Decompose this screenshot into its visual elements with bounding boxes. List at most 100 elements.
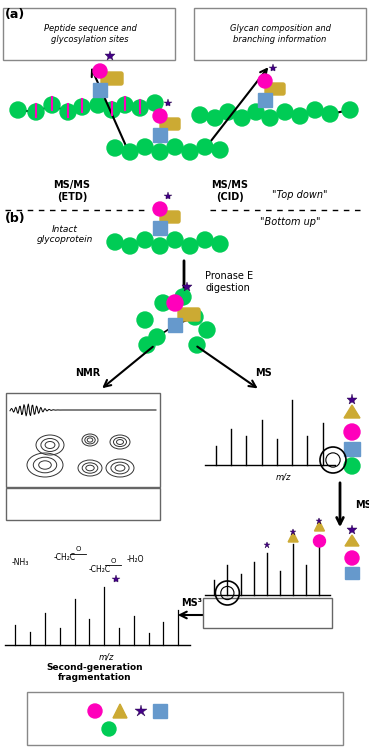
Circle shape: [104, 102, 120, 118]
Bar: [153, 704, 167, 718]
Text: -H₂O: -H₂O: [126, 555, 144, 564]
Circle shape: [199, 322, 215, 338]
Circle shape: [147, 95, 163, 111]
Circle shape: [152, 238, 168, 254]
Text: MS/MS
(CID): MS/MS (CID): [211, 180, 248, 202]
Circle shape: [107, 140, 123, 156]
Circle shape: [139, 337, 155, 353]
Circle shape: [44, 97, 60, 113]
Circle shape: [197, 139, 213, 155]
Circle shape: [212, 236, 228, 252]
Text: Key:: Key:: [42, 706, 66, 716]
Text: O: O: [110, 558, 116, 564]
Text: Pronase E
digestion: Pronase E digestion: [205, 271, 253, 293]
FancyBboxPatch shape: [93, 83, 107, 97]
FancyBboxPatch shape: [27, 692, 343, 745]
Circle shape: [28, 104, 44, 120]
Bar: [345, 567, 359, 579]
Circle shape: [107, 234, 123, 250]
Text: MS³: MS³: [182, 598, 203, 608]
Circle shape: [152, 144, 168, 160]
Circle shape: [212, 142, 228, 158]
Circle shape: [187, 309, 203, 325]
Circle shape: [344, 424, 360, 440]
Circle shape: [167, 295, 183, 311]
Circle shape: [234, 110, 250, 126]
Text: monosaccharide unit: monosaccharide unit: [173, 707, 274, 716]
Circle shape: [74, 99, 90, 115]
Text: -CH₂C: -CH₂C: [54, 553, 76, 562]
Circle shape: [88, 704, 102, 718]
Circle shape: [307, 102, 323, 118]
Circle shape: [345, 551, 359, 565]
Circle shape: [258, 74, 272, 88]
Circle shape: [182, 144, 198, 160]
Circle shape: [153, 202, 167, 216]
Text: "Bottom up": "Bottom up": [260, 217, 320, 227]
Text: m/z: m/z: [272, 603, 288, 612]
Circle shape: [314, 535, 325, 547]
Circle shape: [90, 97, 106, 113]
Circle shape: [207, 110, 223, 126]
Circle shape: [189, 337, 205, 353]
Circle shape: [122, 238, 138, 254]
Text: MS/MS: MS/MS: [355, 500, 369, 510]
Circle shape: [175, 289, 191, 305]
Text: (a): (a): [5, 8, 25, 21]
Text: -NH₃: -NH₃: [11, 558, 29, 567]
FancyBboxPatch shape: [258, 93, 272, 107]
Circle shape: [153, 109, 167, 123]
Text: NMR: NMR: [75, 368, 100, 378]
Circle shape: [182, 238, 198, 254]
FancyBboxPatch shape: [265, 83, 285, 95]
FancyBboxPatch shape: [3, 8, 175, 60]
Circle shape: [10, 102, 26, 118]
Circle shape: [117, 97, 133, 113]
Text: Intact
glycoprotein: Intact glycoprotein: [37, 225, 93, 244]
FancyBboxPatch shape: [194, 8, 366, 60]
Circle shape: [137, 232, 153, 248]
Circle shape: [155, 295, 171, 311]
FancyBboxPatch shape: [153, 221, 167, 235]
Text: m/z: m/z: [99, 653, 114, 662]
Text: -CH₂C: -CH₂C: [89, 565, 111, 574]
Circle shape: [220, 104, 236, 120]
Text: "Top down": "Top down": [272, 190, 328, 200]
Text: MS/MS
(ETD): MS/MS (ETD): [54, 180, 90, 202]
Polygon shape: [288, 532, 298, 542]
Circle shape: [342, 102, 358, 118]
Circle shape: [197, 232, 213, 248]
Text: O: O: [75, 546, 81, 552]
FancyBboxPatch shape: [168, 318, 182, 332]
FancyBboxPatch shape: [153, 128, 167, 142]
Bar: [344, 442, 360, 456]
Circle shape: [60, 104, 76, 120]
Polygon shape: [314, 521, 324, 531]
FancyBboxPatch shape: [6, 488, 160, 520]
Text: m/z: m/z: [275, 473, 291, 482]
FancyBboxPatch shape: [178, 308, 200, 321]
Circle shape: [292, 108, 308, 124]
FancyBboxPatch shape: [203, 598, 332, 628]
Circle shape: [149, 329, 165, 345]
Text: amino acid: amino acid: [173, 725, 223, 734]
Circle shape: [344, 458, 360, 474]
Text: Structural information: Structural information: [26, 500, 140, 509]
FancyBboxPatch shape: [160, 211, 180, 223]
Circle shape: [262, 110, 278, 126]
Circle shape: [132, 100, 148, 116]
Text: (b): (b): [5, 212, 25, 225]
Text: MS: MS: [255, 368, 272, 378]
Circle shape: [248, 104, 264, 120]
Circle shape: [102, 722, 116, 736]
FancyBboxPatch shape: [160, 118, 180, 130]
Circle shape: [137, 312, 153, 328]
Polygon shape: [345, 535, 359, 546]
Circle shape: [167, 139, 183, 155]
Circle shape: [122, 144, 138, 160]
FancyBboxPatch shape: [101, 72, 123, 85]
Text: Sequence information: Sequence information: [211, 609, 323, 618]
Circle shape: [167, 232, 183, 248]
Polygon shape: [113, 704, 127, 718]
Circle shape: [192, 107, 208, 123]
